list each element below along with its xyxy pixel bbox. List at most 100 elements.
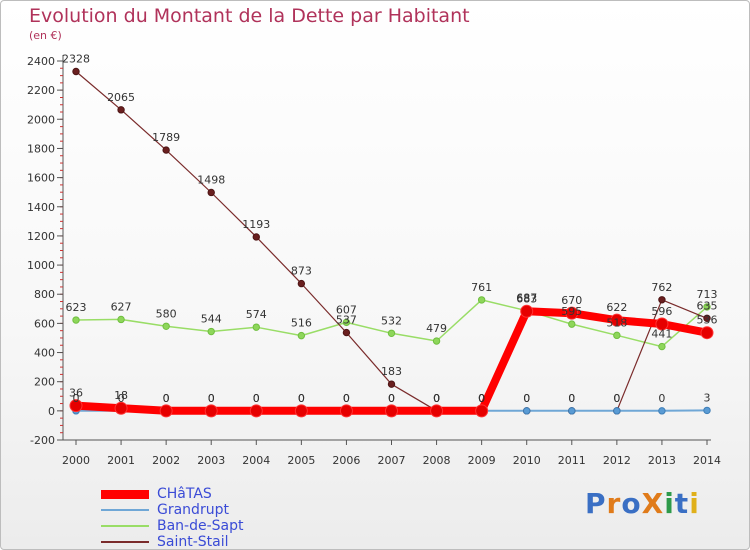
x-tick-label: 2002 xyxy=(152,454,180,467)
data-point xyxy=(73,68,79,74)
legend-swatch xyxy=(101,525,149,527)
data-label: 536 xyxy=(697,314,718,327)
data-point xyxy=(253,234,259,240)
data-label: 1789 xyxy=(152,131,180,144)
data-point xyxy=(478,297,484,303)
x-tick-label: 2012 xyxy=(603,454,631,467)
data-point xyxy=(340,405,352,417)
y-tick-label: 1800 xyxy=(27,142,55,155)
logo-letter: i xyxy=(689,487,700,520)
data-point xyxy=(163,323,169,329)
legend-item: Ban-de-Sapt xyxy=(101,518,244,534)
data-label: 0 xyxy=(568,392,575,405)
y-tick-label: -200 xyxy=(30,434,55,447)
data-label: 0 xyxy=(613,392,620,405)
data-label: 0 xyxy=(658,392,665,405)
data-label: 595 xyxy=(561,305,582,318)
y-tick-label: 600 xyxy=(34,317,55,330)
data-label: 574 xyxy=(246,308,267,321)
data-label: 0 xyxy=(253,392,260,405)
data-label: 580 xyxy=(156,307,177,320)
data-point xyxy=(118,316,124,322)
logo-letter: t xyxy=(675,487,689,520)
line-chart-plot: -200020040060080010001200140016001800200… xyxy=(1,1,749,549)
data-label: 0 xyxy=(388,392,395,405)
logo-letter: X xyxy=(642,487,665,520)
data-label: 516 xyxy=(291,317,312,330)
data-point xyxy=(569,321,575,327)
data-label: 627 xyxy=(111,300,132,313)
series-lines xyxy=(76,72,707,411)
y-tick-label: 2200 xyxy=(27,84,55,97)
y-tick-label: 2000 xyxy=(27,113,55,126)
data-label: 3 xyxy=(704,391,711,404)
data-label: 0 xyxy=(343,392,350,405)
data-label: 1193 xyxy=(242,218,270,231)
logo-letter: o xyxy=(621,487,641,520)
data-point xyxy=(701,327,713,339)
data-point xyxy=(205,405,217,417)
data-point xyxy=(298,332,304,338)
legend: CHâTAS Grandrupt Ban-de-Sapt Saint-Stail xyxy=(101,486,244,550)
data-label: 0 xyxy=(433,392,440,405)
data-label: 441 xyxy=(651,328,672,341)
x-tick-label: 2000 xyxy=(62,454,90,467)
data-point xyxy=(704,407,710,413)
x-tick-label: 2010 xyxy=(513,454,541,467)
legend-item: CHâTAS xyxy=(101,486,244,502)
data-point xyxy=(295,405,307,417)
data-point xyxy=(431,405,443,417)
data-label: 2065 xyxy=(107,91,135,104)
data-point xyxy=(118,107,124,113)
data-label: 183 xyxy=(381,365,402,378)
data-point xyxy=(298,280,304,286)
data-point xyxy=(388,330,394,336)
logo-letter: P xyxy=(585,487,607,520)
data-point xyxy=(614,332,620,338)
data-point xyxy=(659,408,665,414)
logo-letter: i xyxy=(664,487,675,520)
data-point xyxy=(253,324,259,330)
x-tick-label: 2009 xyxy=(468,454,496,467)
y-tick-label: 1600 xyxy=(27,172,55,185)
data-point xyxy=(250,405,262,417)
y-tick-label: 800 xyxy=(34,288,55,301)
data-label: 0 xyxy=(73,392,80,405)
data-label: 596 xyxy=(651,305,672,318)
data-point xyxy=(208,189,214,195)
data-label: 622 xyxy=(606,301,627,314)
data-label: 518 xyxy=(606,316,627,329)
data-point xyxy=(386,405,398,417)
data-label: 532 xyxy=(381,314,402,327)
data-point xyxy=(569,408,575,414)
legend-swatch xyxy=(101,490,149,499)
legend-swatch xyxy=(101,509,149,511)
y-tick-label: 400 xyxy=(34,347,55,360)
data-label: 0 xyxy=(478,392,485,405)
data-point xyxy=(524,408,530,414)
data-point xyxy=(476,405,488,417)
x-tick-label: 2001 xyxy=(107,454,135,467)
data-point xyxy=(388,381,394,387)
data-point xyxy=(73,317,79,323)
data-point xyxy=(343,329,349,335)
y-tick-label: 2400 xyxy=(27,55,55,68)
legend-swatch xyxy=(101,541,149,543)
data-label: 0 xyxy=(118,392,125,405)
chart-frame: Evolution du Montant de la Dette par Hab… xyxy=(0,0,750,550)
legend-label: Grandrupt xyxy=(157,502,229,518)
data-label: 687 xyxy=(516,292,537,305)
data-label: 762 xyxy=(651,281,672,294)
x-tick-label: 2008 xyxy=(423,454,451,467)
data-point xyxy=(521,305,533,317)
data-label: 761 xyxy=(471,281,492,294)
data-point xyxy=(163,147,169,153)
proxiti-logo: ProXiti xyxy=(585,487,700,520)
data-label: 0 xyxy=(298,392,305,405)
x-tick-label: 2011 xyxy=(558,454,586,467)
x-tick-label: 2006 xyxy=(332,454,360,467)
data-label: 0 xyxy=(208,392,215,405)
data-label: 873 xyxy=(291,265,312,278)
data-point xyxy=(659,343,665,349)
